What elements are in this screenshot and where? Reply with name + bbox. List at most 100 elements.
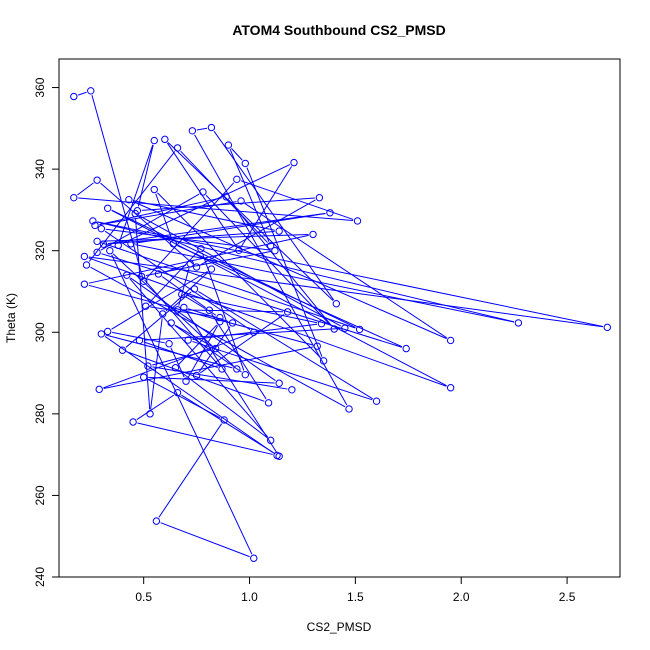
data-point xyxy=(315,193,324,202)
series-segment xyxy=(192,323,318,340)
data-point xyxy=(205,306,214,314)
series-segment xyxy=(228,200,332,326)
data-point xyxy=(218,365,226,373)
data-point xyxy=(216,313,224,322)
y-tick-label: 340 xyxy=(33,159,47,179)
series-segment xyxy=(105,334,233,369)
data-point xyxy=(89,217,97,225)
data-point xyxy=(228,319,237,327)
series-segment xyxy=(198,290,373,400)
data-point xyxy=(146,410,154,418)
series-segment xyxy=(77,91,87,96)
series-segment xyxy=(91,95,143,278)
data-point xyxy=(125,196,133,204)
data-point xyxy=(233,175,241,184)
data-point xyxy=(267,436,275,445)
series-segment xyxy=(240,180,354,220)
series-segment xyxy=(137,144,154,207)
series-segment xyxy=(174,325,242,373)
series-segment xyxy=(167,142,334,301)
data-point xyxy=(106,247,114,255)
x-tick-label: 0.5 xyxy=(135,590,152,604)
data-point xyxy=(372,397,381,405)
series-segment xyxy=(178,267,190,306)
series-segment xyxy=(157,192,321,358)
data-point xyxy=(446,384,455,392)
data-point xyxy=(184,336,192,344)
data-point xyxy=(199,188,207,196)
data-point xyxy=(182,377,190,385)
data-point xyxy=(114,241,122,250)
data-point xyxy=(603,323,611,332)
data-point xyxy=(161,135,169,144)
data-point xyxy=(309,230,317,239)
data-point xyxy=(142,302,150,310)
series-segment xyxy=(196,127,208,131)
data-point xyxy=(139,277,148,285)
data-point xyxy=(167,319,175,327)
series-segment xyxy=(130,277,276,382)
series-segment xyxy=(186,294,318,324)
y-tick-label: 300 xyxy=(33,322,47,342)
series-segment xyxy=(194,134,348,406)
series-segment xyxy=(188,308,229,323)
series-segment xyxy=(104,336,274,454)
y-tick-label: 320 xyxy=(33,240,47,260)
data-point xyxy=(127,240,135,248)
data-point xyxy=(402,344,410,353)
data-point xyxy=(275,452,283,460)
series-segment xyxy=(182,309,284,313)
data-point xyxy=(319,357,328,365)
data-point xyxy=(317,320,326,328)
series-segment xyxy=(181,394,276,455)
data-point xyxy=(159,310,167,318)
series-segment xyxy=(136,394,175,420)
data-point xyxy=(80,252,89,261)
data-point xyxy=(103,327,112,336)
series-segment xyxy=(231,148,243,161)
data-point xyxy=(207,123,216,132)
y-tick-label: 260 xyxy=(33,485,47,505)
series-segment xyxy=(137,422,273,455)
series-segment xyxy=(111,209,447,387)
data-point xyxy=(330,325,338,333)
series-segment xyxy=(229,149,270,242)
data-point xyxy=(197,244,205,253)
y-tick-label: 280 xyxy=(33,404,47,424)
series-segment xyxy=(143,327,341,341)
data-point xyxy=(190,285,199,293)
series-segment xyxy=(138,215,342,327)
data-point xyxy=(173,388,182,397)
data-point xyxy=(70,193,78,202)
data-point xyxy=(82,261,91,269)
series-segment xyxy=(107,212,326,245)
x-tick-label: 1.5 xyxy=(347,590,364,604)
data-point xyxy=(139,373,148,381)
data-point xyxy=(211,344,220,353)
data-point xyxy=(207,265,216,273)
data-point xyxy=(355,325,364,334)
data-point xyxy=(188,127,197,135)
series-segment xyxy=(178,324,218,365)
data-point xyxy=(87,87,95,95)
data-point xyxy=(178,290,186,299)
series-segment xyxy=(152,349,212,366)
data-point xyxy=(264,399,273,407)
series-segment xyxy=(135,212,326,244)
x-axis-label: CS2_PMSD xyxy=(307,620,372,634)
data-point xyxy=(332,300,341,308)
data-point xyxy=(93,248,101,257)
data-point xyxy=(137,272,146,281)
data-point xyxy=(222,193,230,201)
data-point xyxy=(154,270,163,278)
data-point xyxy=(118,346,127,354)
data-point xyxy=(341,324,349,332)
series-segment xyxy=(244,203,448,339)
data-point xyxy=(97,224,106,233)
series-segment xyxy=(135,244,515,323)
series-segment xyxy=(201,252,245,371)
series-segment xyxy=(90,266,346,408)
data-point xyxy=(144,362,152,370)
